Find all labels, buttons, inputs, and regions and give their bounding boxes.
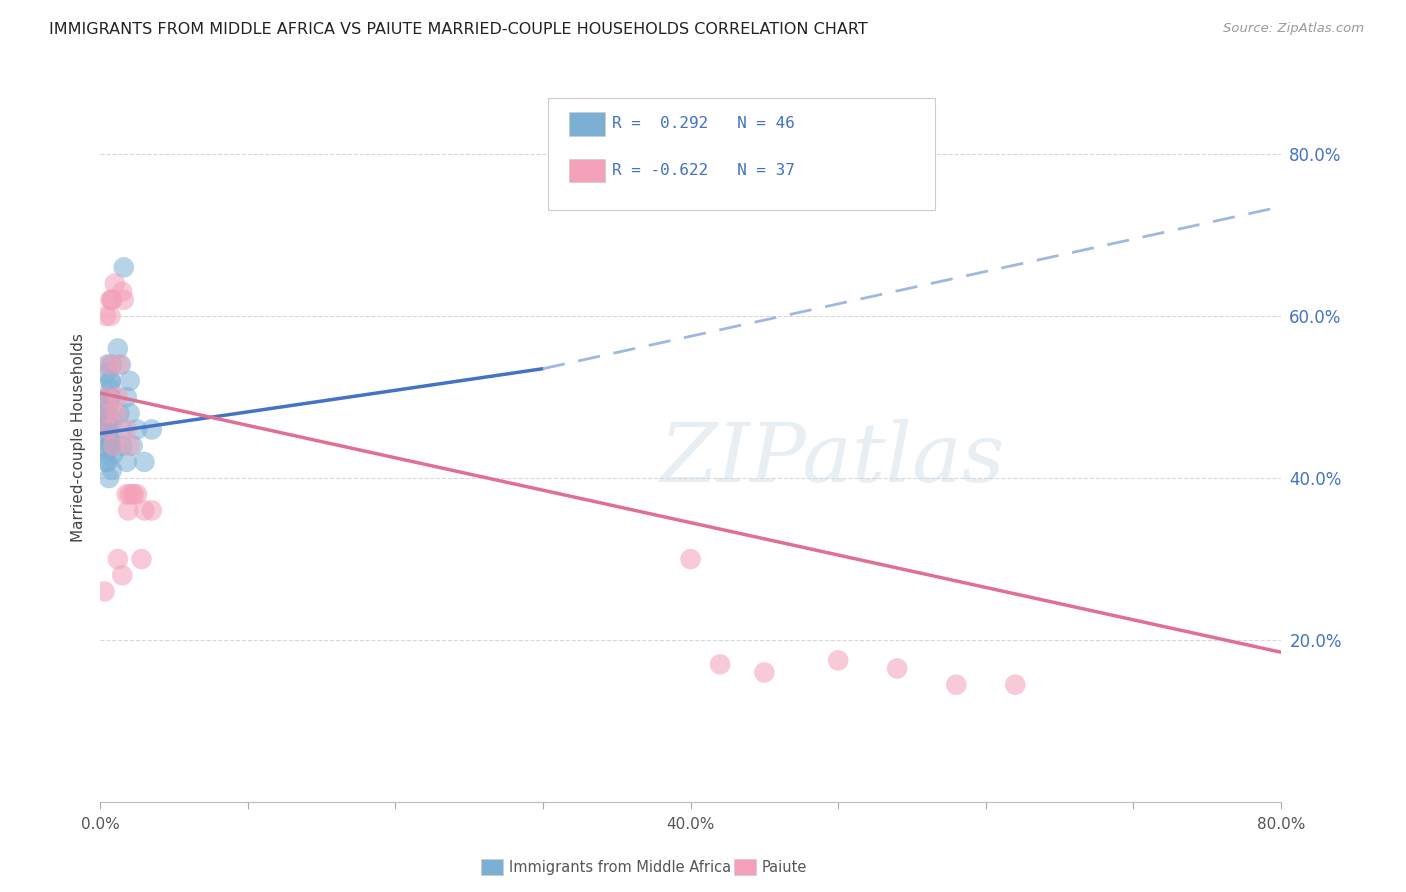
Point (115, 390, 138, 404)
Point (94, 366, 117, 380)
Point (98, 422, 121, 436)
Point (100, 374, 122, 388)
Text: Source: ZipAtlas.com: Source: ZipAtlas.com (1223, 22, 1364, 36)
Point (108, 358, 131, 372)
Point (98, 390, 121, 404)
Point (98, 398, 121, 412)
Point (121, 439, 143, 453)
Text: Paiute: Paiute (762, 860, 807, 874)
Point (96, 455, 118, 469)
Point (100, 434, 122, 449)
Point (93, 398, 115, 412)
Point (141, 422, 163, 436)
Point (117, 503, 139, 517)
Point (1004, 678, 1026, 692)
Point (94, 406, 117, 420)
Point (104, 277, 127, 291)
Text: R =  0.292   N = 46: R = 0.292 N = 46 (612, 117, 794, 131)
Point (100, 309, 122, 323)
Point (121, 487, 143, 501)
Point (98, 390, 121, 404)
Point (754, 665, 776, 680)
Point (101, 414, 124, 428)
Point (118, 487, 141, 501)
Point (98, 431, 121, 445)
Point (96, 414, 118, 428)
Text: R = -0.622   N = 37: R = -0.622 N = 37 (612, 163, 794, 178)
Point (98, 442, 121, 457)
Point (101, 293, 124, 307)
Point (709, 657, 731, 672)
Point (112, 293, 135, 307)
Point (98, 406, 121, 420)
Point (100, 439, 122, 453)
Point (679, 552, 702, 566)
Point (100, 374, 122, 388)
Point (101, 463, 124, 477)
Point (96, 422, 118, 436)
Point (101, 293, 124, 307)
Point (105, 406, 128, 420)
Point (107, 390, 129, 404)
Point (108, 406, 131, 420)
Point (100, 390, 122, 404)
Point (827, 653, 849, 667)
Y-axis label: Married-couple Households: Married-couple Households (72, 333, 86, 542)
Point (134, 455, 156, 469)
Point (96, 414, 118, 428)
Point (118, 439, 141, 453)
Point (107, 552, 129, 566)
Point (111, 568, 134, 582)
Point (115, 422, 138, 436)
Point (100, 293, 122, 307)
Point (94, 309, 117, 323)
Point (98, 406, 121, 420)
Point (93, 447, 115, 461)
Point (96, 390, 118, 404)
Point (101, 439, 124, 453)
Text: ZIPatlas: ZIPatlas (659, 419, 1005, 500)
Point (131, 552, 153, 566)
Point (141, 503, 163, 517)
Point (115, 487, 138, 501)
Point (100, 382, 122, 396)
Point (96, 431, 118, 445)
Point (118, 374, 141, 388)
Point (945, 678, 967, 692)
Point (107, 342, 129, 356)
Point (111, 422, 134, 436)
Point (94, 455, 117, 469)
Point (886, 661, 908, 675)
Text: IMMIGRANTS FROM MIDDLE AFRICA VS PAIUTE MARRIED-COUPLE HOUSEHOLDS CORRELATION CH: IMMIGRANTS FROM MIDDLE AFRICA VS PAIUTE … (49, 22, 868, 37)
Point (134, 503, 156, 517)
Point (115, 455, 138, 469)
Point (125, 422, 148, 436)
Point (112, 260, 135, 275)
Point (122, 487, 145, 501)
Text: Immigrants from Middle Africa: Immigrants from Middle Africa (509, 860, 731, 874)
Point (94, 406, 117, 420)
Point (111, 285, 134, 299)
Point (96, 358, 118, 372)
Point (101, 358, 124, 372)
Point (96, 422, 118, 436)
Point (125, 487, 148, 501)
Point (96, 422, 118, 436)
Point (103, 447, 125, 461)
Point (111, 439, 134, 453)
Point (103, 439, 125, 453)
Point (98, 471, 121, 485)
Point (118, 406, 141, 420)
Point (93, 584, 115, 599)
Point (98, 358, 121, 372)
Point (110, 358, 132, 372)
